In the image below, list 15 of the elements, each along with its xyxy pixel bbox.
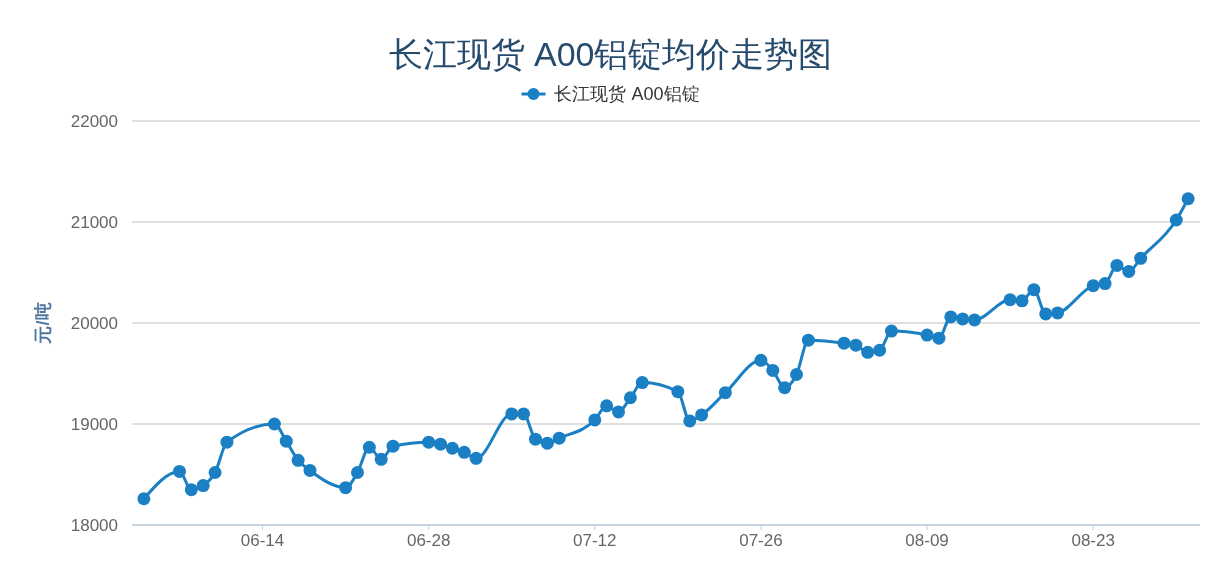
y-tick-label: 19000 <box>70 415 118 434</box>
x-tick-label: 07-26 <box>739 531 783 550</box>
legend-label: 长江现货 A00铝锭 <box>554 84 700 104</box>
x-tick-label: 07-12 <box>573 531 617 550</box>
x-tick-label: 06-14 <box>240 531 285 550</box>
y-tick-label: 21000 <box>70 213 118 232</box>
chart-title: 长江现货 A00铝锭均价走势图 <box>388 35 833 73</box>
y-tick-label: 20000 <box>70 314 118 333</box>
x-tick-label: 08-09 <box>905 531 949 550</box>
y-tick-label: 22000 <box>70 112 118 131</box>
x-tick-label: 06-28 <box>406 531 451 550</box>
legend: 长江现货 A00铝锭 <box>521 84 700 104</box>
y-axis-title: 元/吨 <box>33 302 53 345</box>
y-tick-label: 18000 <box>70 516 118 535</box>
x-tick-label: 08-23 <box>1071 531 1115 550</box>
